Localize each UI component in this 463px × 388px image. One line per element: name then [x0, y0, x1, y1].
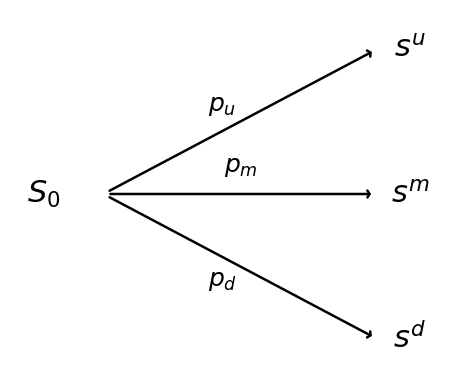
Text: $s^m$: $s^m$ [391, 178, 429, 210]
Text: $p_m$: $p_m$ [224, 156, 257, 179]
Text: $p_d$: $p_d$ [208, 270, 237, 293]
Text: $p_u$: $p_u$ [208, 95, 237, 118]
Text: $s^u$: $s^u$ [394, 33, 426, 64]
Text: $S_0$: $S_0$ [27, 178, 61, 210]
Text: $s^d$: $s^d$ [394, 323, 426, 355]
